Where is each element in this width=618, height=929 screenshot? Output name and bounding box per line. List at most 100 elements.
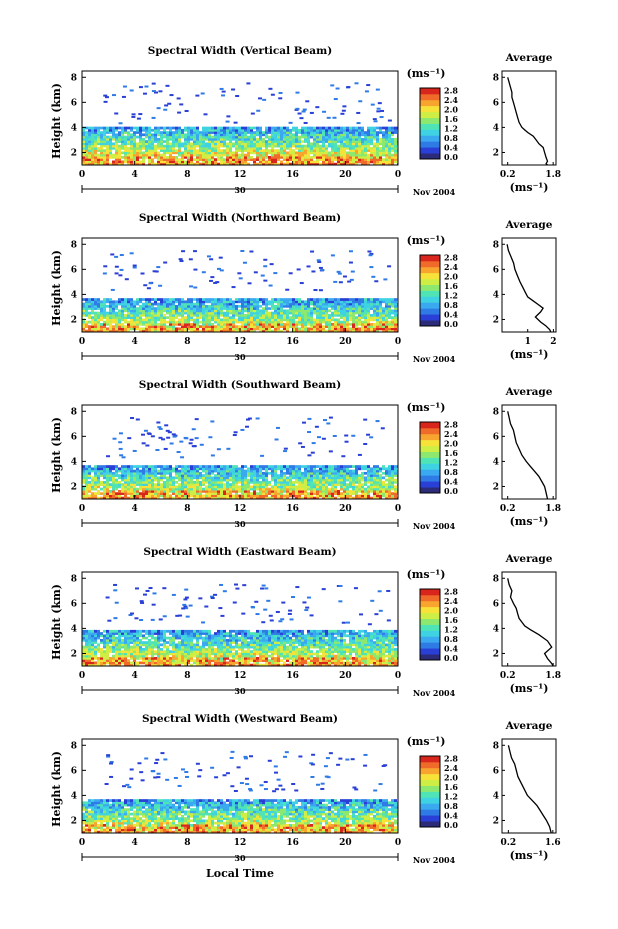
average-x-label: (ms⁻¹) xyxy=(510,682,549,695)
date-label: Nov 2004 xyxy=(413,688,456,698)
colorbar-segment xyxy=(420,767,440,775)
colorbar-tick-label: 0.8 xyxy=(444,634,458,644)
colorbar-segment xyxy=(420,88,440,95)
colorbar-segment xyxy=(420,451,440,458)
colorbar-tick-label: 2.0 xyxy=(444,105,458,115)
panel-title: Spectral Width (Southward Beam) xyxy=(139,379,341,391)
colorbar-tick-label: 1.6 xyxy=(444,782,458,792)
colorbar-tick-label: 1.2 xyxy=(444,625,458,635)
avg-x-tick-label: 1.8 xyxy=(545,504,561,514)
avg-y-tick-label: 4 xyxy=(493,791,499,801)
y-axis-label: Height (km) xyxy=(50,751,63,827)
colorbar-segment xyxy=(420,475,440,482)
date-day: 30 xyxy=(234,185,246,195)
avg-y-tick-label: 2 xyxy=(493,148,499,158)
avg-x-tick-label: 1.8 xyxy=(545,170,561,180)
avg-y-tick-label: 2 xyxy=(493,315,499,325)
colorbar-segment xyxy=(420,803,440,810)
x-tick-label: 20 xyxy=(339,671,352,681)
avg-y-tick-label: 6 xyxy=(493,98,499,108)
avg-y-tick-label: 8 xyxy=(493,741,499,751)
x-tick-label: 4 xyxy=(132,337,138,347)
avg-y-tick-label: 2 xyxy=(493,816,499,826)
y-tick-label: 6 xyxy=(71,766,77,776)
avg-y-tick-label: 4 xyxy=(493,624,499,634)
colorbar-segment xyxy=(420,756,440,763)
x-tick-label: 4 xyxy=(132,671,138,681)
y-tick-label: 4 xyxy=(71,290,77,300)
avg-y-tick-label: 8 xyxy=(493,574,499,584)
colorbar-tick-label: 2.4 xyxy=(444,596,458,606)
colorbar-segment xyxy=(420,147,440,154)
spectral-width-image xyxy=(82,416,398,499)
colorbar-tick-label: 0.4 xyxy=(444,644,458,654)
colorbar-segment xyxy=(420,314,440,321)
colorbar-tick-label: 2.0 xyxy=(444,606,458,616)
y-tick-label: 2 xyxy=(71,816,77,826)
colorbar-segment xyxy=(420,302,440,309)
colorbar-tick-label: 0.4 xyxy=(444,477,458,487)
colorbar-tick-label: 0.4 xyxy=(444,811,458,821)
panel-title: Spectral Width (Westward Beam) xyxy=(142,713,338,725)
colorbar-segment xyxy=(420,618,440,625)
colorbar-tick-label: 0.8 xyxy=(444,300,458,310)
x-tick-label: 12 xyxy=(234,170,247,180)
colorbar-tick-label: 0.8 xyxy=(444,133,458,143)
x-tick-label: 0 xyxy=(395,671,401,681)
colorbar-segment xyxy=(420,630,440,637)
panel-title: Spectral Width (Northward Beam) xyxy=(139,212,341,224)
average-frame xyxy=(501,571,557,667)
colorbar-tick-label: 2.0 xyxy=(444,272,458,282)
average-profile-line xyxy=(506,244,552,333)
colorbar-segment xyxy=(420,422,440,429)
panel-title: Spectral Width (Eastward Beam) xyxy=(143,546,336,558)
y-tick-label: 2 xyxy=(71,649,77,659)
avg-x-tick-label: 1.8 xyxy=(545,671,561,681)
colorbar-segment xyxy=(420,785,440,792)
colorbar-segment xyxy=(420,481,440,488)
colorbar-frame xyxy=(419,254,441,327)
colorbar-segment xyxy=(420,821,440,828)
colorbar-tick-label: 0.4 xyxy=(444,310,458,320)
avg-y-tick-label: 8 xyxy=(493,240,499,250)
colorbar-segment xyxy=(420,111,440,118)
colorbar-segment xyxy=(420,105,440,113)
avg-x-tick-label: 0.2 xyxy=(501,838,517,848)
colorbar-tick-label: 2.0 xyxy=(444,773,458,783)
colorbar-segment xyxy=(420,284,440,291)
avg-y-tick-label: 4 xyxy=(493,123,499,133)
colorbar-segment xyxy=(420,445,440,452)
colorbar-tick-label: 2.8 xyxy=(444,420,458,430)
average-title: Average xyxy=(505,553,553,565)
x-tick-label: 0 xyxy=(79,671,85,681)
colorbar-frame xyxy=(419,87,441,160)
average-frame xyxy=(501,738,557,834)
colorbar-unit: (ms⁻¹) xyxy=(407,401,446,414)
x-tick-label: 0 xyxy=(79,337,85,347)
x-tick-label: 4 xyxy=(132,838,138,848)
colorbar-segment xyxy=(420,791,440,798)
y-tick-label: 4 xyxy=(71,457,77,467)
colorbar-tick-label: 2.4 xyxy=(444,262,458,272)
x-tick-label: 0 xyxy=(395,504,401,514)
x-tick-label: 0 xyxy=(395,838,401,848)
x-tick-label: 20 xyxy=(339,337,352,347)
avg-x-tick-label: 0.2 xyxy=(500,504,516,514)
spectral-width-image xyxy=(82,750,398,833)
colorbar-tick-label: 1.2 xyxy=(444,124,458,134)
colorbar-segment xyxy=(420,296,440,303)
colorbar-tick-label: 0.0 xyxy=(444,820,458,830)
avg-y-tick-label: 2 xyxy=(493,649,499,659)
y-tick-label: 8 xyxy=(71,73,77,83)
y-tick-label: 8 xyxy=(71,407,77,417)
colorbar-segment xyxy=(420,606,440,614)
average-frame xyxy=(501,237,557,333)
colorbar-segment xyxy=(420,117,440,124)
y-tick-label: 2 xyxy=(71,148,77,158)
x-tick-label: 8 xyxy=(184,838,190,848)
colorbar-segment xyxy=(420,320,440,327)
y-tick-label: 4 xyxy=(71,123,77,133)
colorbar-segment xyxy=(420,255,440,262)
colorbar-tick-label: 0.0 xyxy=(444,486,458,496)
